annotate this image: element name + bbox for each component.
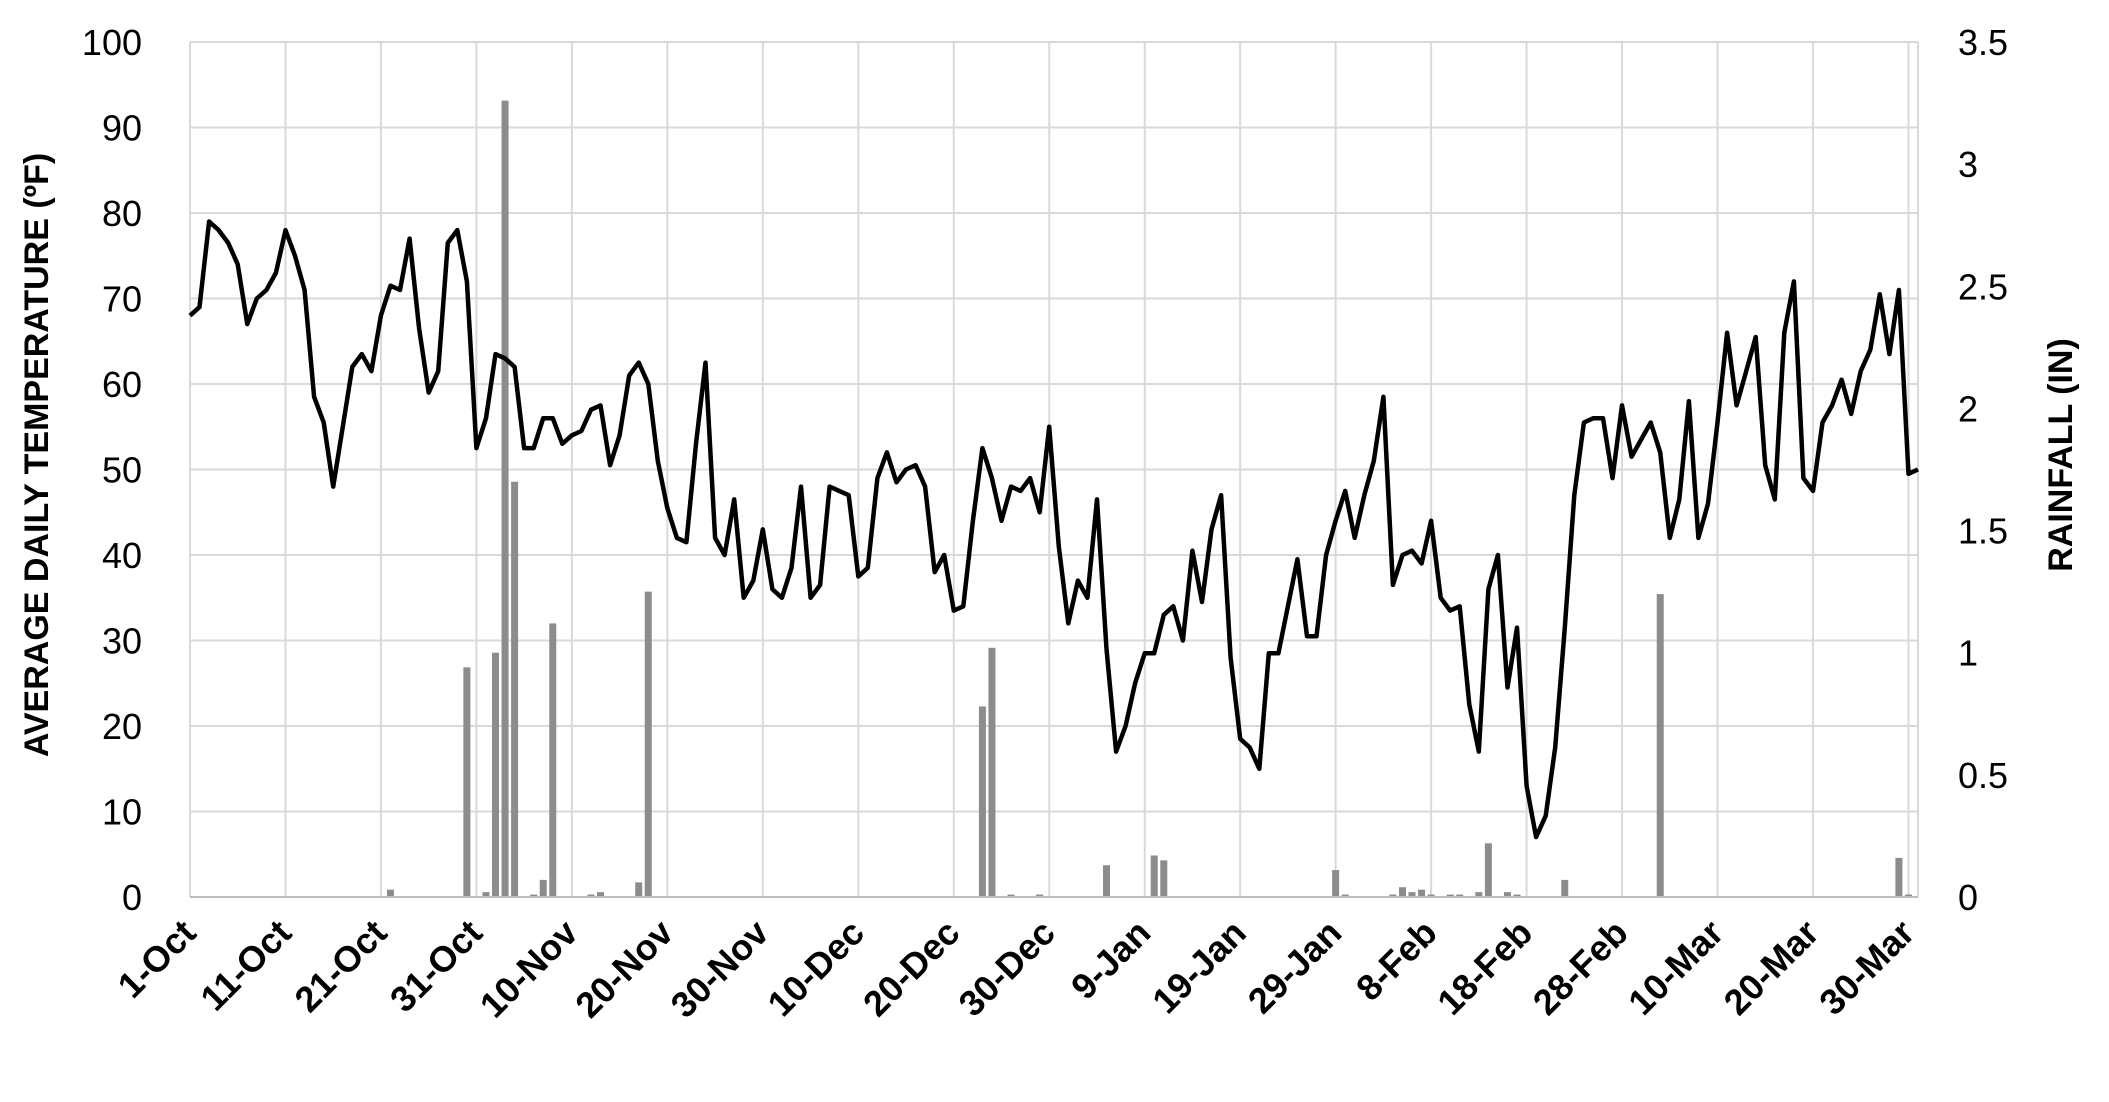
rainfall-bar [1503,892,1511,897]
rainfall-bar [597,892,605,897]
gridlines [189,41,1919,898]
x-tick-label: 19-Jan [1144,912,1254,1022]
rainfall-bar [635,882,643,897]
rainfall-bar [587,894,595,897]
rainfall-bar [1484,843,1492,897]
x-tick-label: 20-Mar [1716,912,1827,1023]
x-tick-label: 30-Dec [950,912,1062,1024]
rainfall-bar [1408,892,1416,897]
rainfall-bar [978,706,986,897]
x-tick-label: 29-Jan [1240,912,1350,1022]
rainfall-bar [1341,894,1349,897]
x-tick-label: 20-Nov [567,912,681,1026]
rainfall-bar [492,652,500,897]
x-axis-ticks: 1-Oct11-Oct21-Oct31-Oct10-Nov20-Nov30-No… [110,912,1923,1026]
left-tick-label: 60 [102,364,142,405]
rainfall-bar [1418,889,1426,897]
right-tick-label: 2 [1958,388,1978,429]
temperature-line [188,219,1919,840]
rainfall-bar [1895,857,1903,897]
rainfall-bar [1398,887,1406,897]
left-tick-label: 70 [102,279,142,320]
x-tick-label: 11-Oct [192,912,299,1019]
right-tick-label: 0.5 [1958,755,2008,796]
rainfall-bar [1103,865,1111,897]
right-tick-label: 0 [1958,877,1978,918]
rainfall-bar [386,889,394,897]
x-tick-label: 10-Dec [759,912,871,1024]
rainfall-bar [1160,860,1168,897]
x-tick-label: 18-Feb [1429,912,1540,1023]
x-tick-label: 1-Oct [110,912,204,1006]
left-tick-label: 50 [102,450,142,491]
rainfall-bar [1513,894,1521,897]
rainfall-bar [1389,894,1397,897]
left-tick-label: 0 [122,877,142,918]
left-tick-label: 100 [82,22,142,63]
x-tick-label: 10-Mar [1620,912,1731,1023]
rainfall-bar [1150,855,1158,897]
rainfall-bar [501,100,509,898]
x-tick-label: 31-Oct [382,912,490,1020]
rainfall-bar [530,894,538,897]
right-tick-label: 1 [1958,633,1978,674]
rainfall-bar [1475,892,1483,897]
rainfall-bar [463,667,471,897]
rainfall-bar [1561,879,1569,897]
temperature-line-group [188,219,1919,840]
x-tick-label: 28-Feb [1525,912,1636,1023]
rainfall-bar [644,591,652,897]
rainfall-bars [386,100,1912,898]
rainfall-bar [539,879,547,897]
x-tick-label: 30-Mar [1811,912,1922,1023]
left-tick-label: 30 [102,621,142,662]
rainfall-bar [988,647,996,897]
right-tick-label: 3.5 [1958,22,2008,63]
x-tick-label: 10-Nov [472,912,586,1026]
left-tick-label: 80 [102,193,142,234]
x-tick-label: 30-Nov [663,912,777,1026]
rainfall-bar [1036,894,1044,897]
left-axis-title: AVERAGE DAILY TEMPERATURE (ºF) [18,153,56,757]
x-tick-label: 21-Oct [286,912,394,1020]
right-axis-ticks: 0 0.5 1 1.5 2 2.5 3 3.5 [1958,22,2008,918]
right-tick-label: 2.5 [1958,266,2008,307]
rainfall-bar [1904,894,1912,897]
rainfall-bar [549,623,557,897]
rainfall-bar [1446,894,1454,897]
rainfall-bar [1456,894,1464,897]
right-axis-title: RAINFALL (IN) [2042,338,2080,572]
rainfall-bar [482,892,490,897]
rainfall-bar [1332,870,1340,897]
left-tick-label: 10 [102,792,142,833]
right-tick-label: 3 [1958,144,1978,185]
left-tick-label: 90 [102,108,142,149]
rainfall-bar [511,481,519,897]
left-tick-label: 40 [102,535,142,576]
rainfall-bar [1007,894,1015,897]
left-axis-ticks: 0 10 20 30 40 50 60 70 80 90 100 [82,22,142,918]
left-tick-label: 20 [102,706,142,747]
rainfall-bar [1427,894,1435,897]
rainfall-bar [1656,594,1664,897]
x-tick-label: 20-Dec [855,912,967,1024]
right-tick-label: 1.5 [1958,511,2008,552]
